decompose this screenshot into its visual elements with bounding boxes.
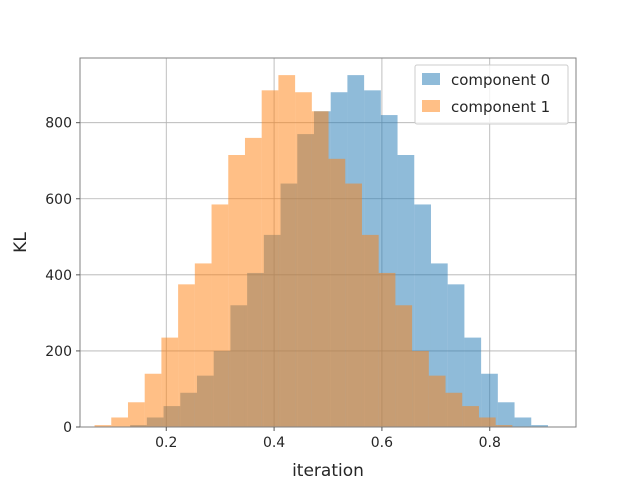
histogram-bar-component-1 xyxy=(127,402,145,427)
histogram-bar-component-1 xyxy=(144,373,162,427)
legend-swatch-component-1 xyxy=(422,100,440,112)
y-tick-label: 0 xyxy=(63,420,72,436)
histogram-bar-component-1 xyxy=(94,425,112,427)
y-tick-label: 200 xyxy=(45,344,72,360)
histogram-bar-component-0 xyxy=(497,402,515,427)
histogram-bar-component-1 xyxy=(244,137,262,427)
plot-area-frame xyxy=(79,57,577,428)
histogram-bar-component-1 xyxy=(412,350,429,427)
y-axis-label: KL xyxy=(11,232,31,253)
histogram-bar-component-1 xyxy=(478,417,496,427)
histogram-bar-component-1 xyxy=(428,375,446,427)
x-tick-label: 0.6 xyxy=(371,435,393,451)
y-tick-label: 800 xyxy=(45,116,72,132)
legend-label-component-1: component 1 xyxy=(451,98,550,116)
histogram-bar-component-0 xyxy=(464,337,482,427)
histogram-bar-component-1 xyxy=(378,272,396,427)
x-tick-label: 0.2 xyxy=(155,435,177,451)
histogram-bar-component-1 xyxy=(278,75,296,427)
histogram-bar-component-1 xyxy=(261,90,279,427)
histogram-bar-component-1 xyxy=(311,111,329,428)
legend-swatch-component-0 xyxy=(422,73,440,85)
histogram-bar-component-1 xyxy=(194,263,212,427)
histogram-bar-component-1 xyxy=(295,92,312,427)
axis-ticks: 0.2 0.4 0.6 0.8 0 200 400 600 800 xyxy=(45,116,501,451)
x-tick-label: 0.4 xyxy=(263,435,285,451)
histogram-bar-component-1 xyxy=(495,425,513,427)
x-tick-label: 0.8 xyxy=(479,435,501,451)
y-tick-label: 400 xyxy=(45,268,72,284)
histogram-bar-component-1 xyxy=(445,392,463,427)
histogram-bar-component-1 xyxy=(462,406,479,427)
histogram-bar-component-0 xyxy=(481,373,498,427)
legend: component 0 component 1 xyxy=(414,64,569,125)
histogram-bar-component-1 xyxy=(111,417,128,427)
histogram-bar-component-1 xyxy=(328,158,346,428)
histogram-bars xyxy=(94,75,548,428)
histogram-bar-component-0 xyxy=(531,425,548,427)
legend-label-component-0: component 0 xyxy=(451,71,550,89)
histogram-bar-component-1 xyxy=(345,183,362,427)
histogram-bar-component-1 xyxy=(161,337,179,427)
y-tick-label: 600 xyxy=(45,192,72,208)
x-axis-label: iteration xyxy=(292,461,364,480)
histogram-bar-component-0 xyxy=(447,284,465,427)
histogram-bar-component-1 xyxy=(361,234,379,427)
histogram-bar-component-1 xyxy=(178,284,195,427)
legend-box xyxy=(414,64,569,125)
histogram-bar-component-0 xyxy=(514,417,532,427)
histogram-bar-component-1 xyxy=(395,305,413,427)
histogram-bar-component-1 xyxy=(228,155,245,427)
histogram-bar-component-1 xyxy=(211,204,229,427)
